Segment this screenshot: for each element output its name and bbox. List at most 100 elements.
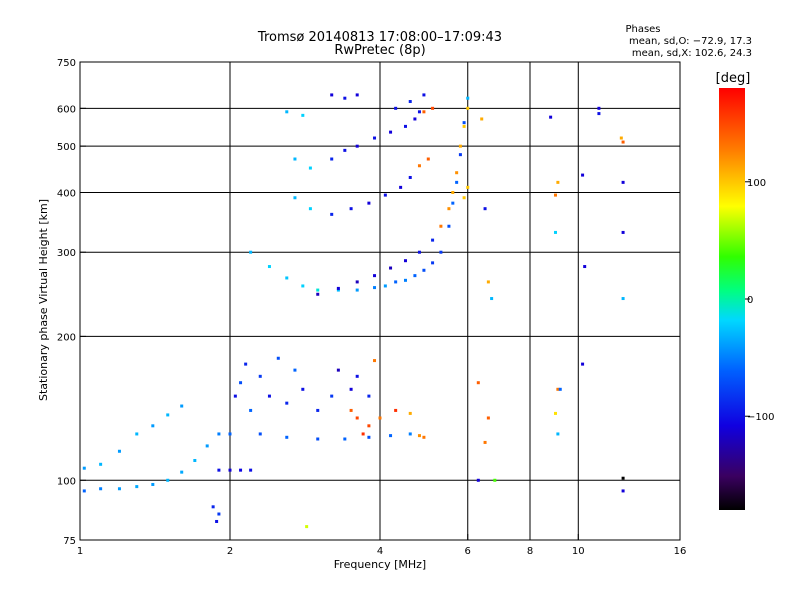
data-point — [373, 136, 377, 140]
x-tick-label: 8 — [527, 546, 533, 557]
data-point — [431, 261, 435, 265]
data-point — [330, 212, 334, 216]
data-point — [422, 110, 426, 114]
data-point — [305, 525, 309, 529]
y-tick-label: 400 — [57, 188, 76, 199]
data-point — [455, 171, 459, 175]
data-point — [408, 100, 412, 104]
data-point — [249, 250, 253, 254]
data-point — [285, 435, 289, 439]
data-point — [258, 374, 262, 378]
x-tick-label: 2 — [227, 546, 233, 557]
data-point — [553, 230, 557, 234]
data-point — [597, 106, 601, 110]
data-point — [447, 224, 451, 228]
data-point — [336, 368, 340, 372]
data-point — [422, 268, 426, 272]
data-point — [483, 207, 487, 211]
x-tick-label: 10 — [572, 546, 585, 557]
data-point — [389, 434, 393, 438]
colorbar-ticks: 100 0 −100 — [745, 178, 774, 423]
data-point — [316, 437, 320, 441]
data-point — [549, 115, 553, 119]
y-tick-label: 750 — [57, 58, 76, 69]
data-point — [355, 93, 359, 97]
data-point — [215, 519, 219, 523]
data-point — [336, 286, 340, 290]
data-point — [367, 435, 371, 439]
chart-title: Tromsø 20140813 17:08:00–17:09:43 — [257, 30, 502, 45]
colorbar-tick-label: 0 — [747, 295, 753, 306]
data-point — [451, 190, 455, 194]
data-point — [466, 185, 470, 189]
data-point — [417, 250, 421, 254]
data-point — [82, 466, 86, 470]
data-point — [316, 288, 320, 292]
data-point — [403, 259, 407, 263]
data-point — [413, 274, 417, 278]
data-point — [343, 437, 347, 441]
data-point — [330, 93, 334, 97]
colorbar-tick-label: 100 — [747, 178, 766, 189]
y-tick-label: 600 — [57, 104, 76, 115]
data-point — [408, 432, 412, 436]
phases-o-stats: mean, sd,O: −72.9, 17.3 — [629, 36, 752, 47]
data-point — [343, 96, 347, 100]
y-tick-label: 100 — [57, 476, 76, 487]
data-point — [166, 478, 170, 482]
data-point — [293, 368, 297, 372]
data-point — [581, 362, 585, 366]
data-point — [367, 394, 371, 398]
data-point — [458, 144, 462, 148]
data-point — [308, 207, 312, 211]
data-point — [82, 489, 86, 493]
phases-heading: Phases — [625, 24, 660, 35]
data-point — [180, 404, 184, 408]
data-point — [408, 175, 412, 179]
data-point — [455, 180, 459, 184]
data-point — [228, 468, 232, 472]
data-point — [285, 401, 289, 405]
data-point — [239, 381, 243, 385]
data-point — [383, 193, 387, 197]
data-point — [217, 432, 221, 436]
data-point — [399, 185, 403, 189]
data-point — [355, 416, 359, 420]
data-point — [166, 413, 170, 417]
data-point — [439, 224, 443, 228]
data-point — [301, 387, 305, 391]
data-point — [403, 278, 407, 282]
data-point — [99, 462, 103, 466]
data-point — [451, 201, 455, 205]
data-point — [330, 157, 334, 161]
data-point — [553, 411, 557, 415]
data-point — [383, 284, 387, 288]
colorbar — [719, 88, 745, 510]
data-point — [466, 96, 470, 100]
data-point — [135, 432, 139, 436]
data-point — [621, 140, 625, 144]
x-axis-label: Frequency [MHz] — [334, 558, 426, 571]
data-point — [285, 276, 289, 280]
data-point — [193, 458, 197, 462]
data-point — [476, 478, 480, 482]
data-point — [276, 356, 280, 360]
chart-subtitle: RwPretec (8p) — [334, 43, 425, 58]
data-point — [483, 440, 487, 444]
data-point — [349, 387, 353, 391]
data-point — [267, 265, 271, 269]
data-point — [135, 485, 139, 489]
data-point — [151, 424, 155, 428]
data-point — [373, 274, 377, 278]
data-point — [117, 487, 121, 491]
data-point — [336, 288, 340, 292]
data-point — [458, 153, 462, 157]
data-point — [217, 512, 221, 516]
data-point — [349, 408, 353, 412]
data-point — [558, 387, 562, 391]
data-point — [285, 110, 289, 114]
data-point — [355, 144, 359, 148]
y-tick-label: 200 — [57, 332, 76, 343]
data-point — [349, 207, 353, 211]
data-point — [373, 359, 377, 363]
